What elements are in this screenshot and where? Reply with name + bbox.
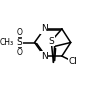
Text: Cl: Cl [69, 57, 77, 66]
Text: N: N [41, 24, 48, 33]
Text: O: O [17, 28, 22, 37]
Text: S: S [48, 37, 54, 46]
Text: S: S [17, 38, 22, 47]
Text: O: O [17, 48, 22, 57]
Text: N: N [41, 52, 48, 61]
Text: CH₃: CH₃ [0, 38, 13, 47]
